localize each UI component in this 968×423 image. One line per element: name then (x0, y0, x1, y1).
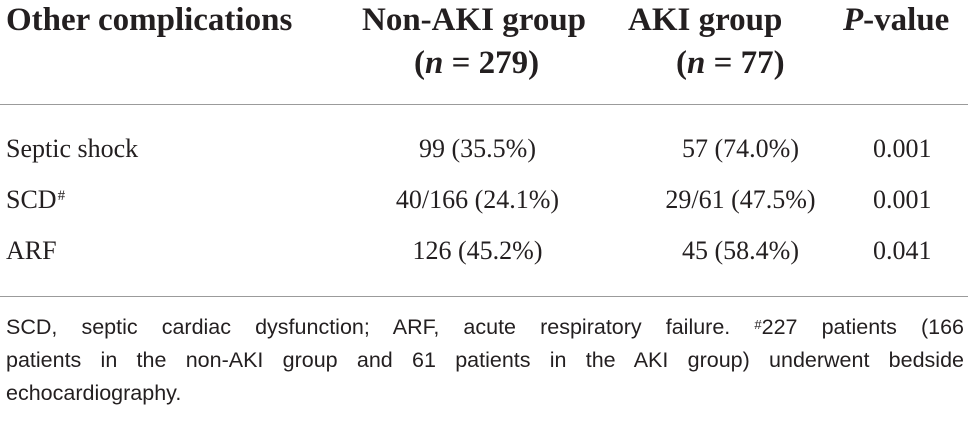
row-label-scd: SCD# (6, 185, 66, 214)
header-aki-group: AKI group (628, 2, 783, 38)
cell-aki-septic-shock: 57 (74.0%) (682, 134, 799, 163)
row-label-septic-shock: Septic shock (6, 134, 139, 163)
n-symbol: n (425, 45, 444, 81)
footnote-line-3: echocardiography. (6, 381, 182, 405)
footnote-line-2: patients in the non-AKI group and 61 pat… (6, 348, 964, 372)
cell-p-septic-shock: 0.001 (873, 134, 932, 163)
n-symbol: n (687, 45, 706, 81)
cell-p-scd: 0.001 (873, 185, 932, 214)
footnote-mark: # (57, 188, 66, 204)
cell-aki-scd: 29/61 (47.5%) (665, 185, 816, 214)
cell-p-arf: 0.041 (873, 236, 932, 265)
cell-non-aki-scd: 40/166 (24.1%) (395, 185, 560, 214)
cell-non-aki-septic-shock: 99 (35.5%) (419, 134, 536, 163)
p-symbol: P (843, 2, 864, 38)
header-p-value: P-value (843, 2, 950, 38)
header-other-complications: Other complications (6, 2, 293, 38)
footnote-mark: # (754, 317, 762, 332)
header-aki-n: (n = 77) (676, 45, 785, 81)
header-non-aki-group: Non-AKI group (362, 2, 587, 38)
table-bottom-rule (0, 296, 968, 297)
cell-aki-arf: 45 (58.4%) (682, 236, 799, 265)
table-footnote: SCD, septic cardiac dysfunction; ARF, ac… (6, 311, 964, 410)
cell-non-aki-arf: 126 (45.2%) (412, 236, 543, 265)
header-non-aki-n: (n = 279) (414, 45, 540, 81)
table-top-rule (0, 104, 968, 105)
row-label-arf: ARF (6, 236, 57, 265)
footnote-line-1: SCD, septic cardiac dysfunction; ARF, ac… (6, 315, 964, 339)
